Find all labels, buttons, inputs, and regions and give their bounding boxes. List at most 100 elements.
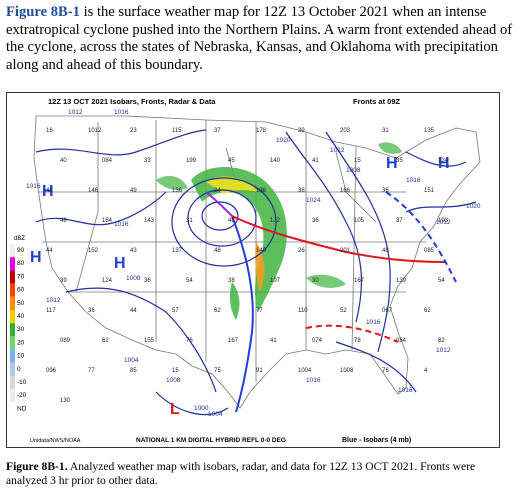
isobar-line — [171, 177, 277, 267]
dbz-scale-tick-label: -10 — [17, 379, 27, 386]
dbz-scale-labels: 90 80 70 60 50 40 30 20 10 0 -10 -20 ND — [17, 247, 27, 412]
cold-front — [385, 191, 457, 283]
state-border — [335, 151, 377, 223]
dbz-scale-swatch — [10, 296, 15, 310]
isobar-line — [187, 189, 257, 247]
station-value: 54 — [186, 278, 193, 284]
dbz-scale-swatch — [10, 310, 15, 324]
station-value: 54 — [438, 278, 445, 284]
radar-echo-band — [378, 142, 402, 154]
isobar-line — [285, 131, 363, 323]
station-value: 084 — [396, 338, 407, 344]
station-value: 36 — [144, 278, 151, 284]
station-value: 34 — [214, 188, 221, 194]
isobar-label: 1000 — [194, 405, 209, 412]
station-value: 76 — [186, 338, 193, 344]
station-value: 084 — [102, 158, 113, 164]
station-value: 52 — [340, 308, 347, 314]
fronts — [205, 191, 457, 413]
isobar-line — [405, 151, 467, 167]
dbz-scale-swatch — [10, 389, 15, 403]
high-pressure-center: H — [438, 155, 450, 172]
map-footer-center: NATIONAL 1 KM DIGITAL HYBRID REFL 0-0 DE… — [136, 437, 286, 444]
station-value: 085 — [424, 248, 435, 254]
isobar-label: 1020 — [466, 203, 481, 210]
station-value: 38 — [298, 188, 305, 194]
station-value: 36 — [382, 188, 389, 194]
station-value: 85 — [130, 368, 137, 374]
station-value: 36 — [88, 308, 95, 314]
station-value: 57 — [172, 308, 179, 314]
isobar-line — [35, 129, 207, 156]
station-value: 39 — [298, 128, 305, 134]
station-value: 23 — [130, 128, 137, 134]
dbz-scale-swatch — [10, 257, 15, 271]
station-value: 096 — [46, 368, 57, 374]
station-value: 37 — [214, 128, 221, 134]
dbz-scale-tick-label: 20 — [17, 339, 25, 346]
station-value: 77 — [88, 368, 95, 374]
dbz-scale-swatch — [10, 270, 15, 284]
station-value: 130 — [60, 398, 71, 404]
intro-paragraph: Figure 8B-1 is the surface weather map f… — [6, 4, 514, 74]
station-value: 44 — [130, 308, 137, 314]
isobar-label: 1012 — [436, 347, 451, 354]
isobar-label: 1016 — [406, 177, 421, 184]
map-border — [6, 92, 500, 448]
isobar-label: 1008 — [346, 167, 361, 174]
station-value: 107 — [270, 278, 281, 284]
dbz-scale-swatch — [10, 349, 15, 363]
station-value: 155 — [144, 338, 155, 344]
dbz-scale-swatch — [10, 336, 15, 350]
station-value: 91 — [256, 368, 263, 374]
isobar-label: 1008 — [126, 275, 141, 282]
station-value: 48 — [60, 218, 67, 224]
dbz-scale-tick-label: 30 — [17, 326, 25, 333]
isobar-label: 1012 — [436, 219, 451, 226]
isobar-line — [201, 201, 239, 231]
station-values: 16 1012 23 115 37 178 39 203 31 135 40 084 33 199 45 14… — [46, 128, 449, 404]
state-border — [75, 122, 99, 293]
intro-text: is the surface weather map for 12Z 13 Oc… — [6, 4, 513, 73]
station-value: 48 — [228, 218, 235, 224]
station-value: 76 — [382, 368, 389, 374]
station-value: 41 — [312, 158, 319, 164]
station-value: 39 — [60, 278, 67, 284]
isobar-label: 1012 — [330, 147, 345, 154]
station-value: 36 — [312, 218, 319, 224]
station-value: 1012 — [88, 128, 102, 134]
high-pressure-center: H — [30, 249, 42, 266]
station-value: 115 — [172, 128, 182, 134]
station-value: 135 — [424, 128, 435, 134]
isobar-line — [155, 391, 229, 416]
station-value: 140 — [256, 248, 267, 254]
isobar-line — [405, 201, 477, 213]
station-value: 166 — [340, 188, 351, 194]
caption-text: Analyzed weather map with isobars, radar… — [6, 460, 476, 487]
dbz-scale-tick-label: 10 — [17, 353, 25, 360]
isobar-label: 1016 — [114, 109, 129, 116]
isobar-label: 1016 — [366, 319, 381, 326]
station-value: 45 — [228, 158, 235, 164]
station-value: 49 — [130, 188, 137, 194]
station-value: 167 — [354, 278, 365, 284]
station-value: 201 — [340, 248, 351, 254]
station-value: 62 — [424, 308, 431, 314]
station-value: 42 — [46, 188, 53, 194]
station-value: 44 — [46, 248, 53, 254]
isobar-label: 1004 — [124, 357, 139, 364]
figure-caption: Figure 8B-1. Analyzed weather map with i… — [6, 460, 514, 488]
station-value: 117 — [46, 308, 56, 314]
occluded-front — [205, 191, 233, 217]
station-value: 62 — [102, 338, 109, 344]
isobar-label: 1020 — [276, 137, 291, 144]
station-value: 38 — [228, 278, 235, 284]
station-value: 146 — [88, 188, 99, 194]
radar-echoes — [156, 142, 402, 320]
isobar-label: 1024 — [306, 197, 321, 204]
station-value: 62 — [214, 308, 221, 314]
map-header-left: 12Z 13 OCT 2021 Isobars, Fronts, Radar &… — [48, 97, 216, 106]
high-pressure-center: H — [42, 183, 54, 200]
high-pressure-center: H — [114, 255, 126, 272]
warm-front — [231, 215, 447, 263]
